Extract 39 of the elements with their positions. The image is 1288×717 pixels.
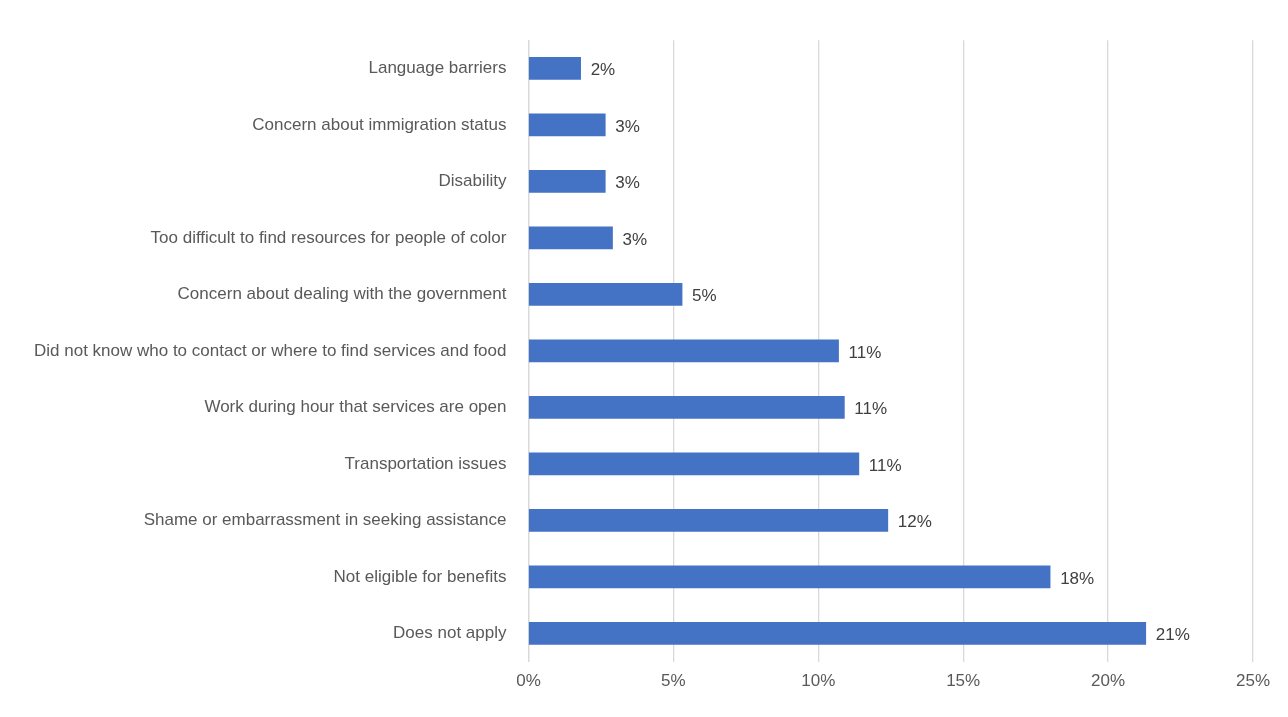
data-label: 3% <box>615 116 640 136</box>
data-label: 5% <box>692 286 717 306</box>
y-tick-label: Concern about dealing with the government <box>177 284 507 304</box>
x-tick-label: 25% <box>1235 671 1270 691</box>
x-tick-label: 15% <box>946 671 981 691</box>
y-tick-label: Shame or embarrassment in seeking assistance <box>143 510 507 530</box>
bar <box>528 396 845 419</box>
data-label: 3% <box>622 229 648 249</box>
data-label: 11% <box>848 342 882 362</box>
x-tick-label: 5% <box>661 671 686 691</box>
data-label: 2% <box>590 60 616 80</box>
x-tick-label: 0% <box>516 671 541 691</box>
bar <box>528 226 613 250</box>
y-tick-label: Too difficult to find resources for people of color <box>150 227 507 247</box>
bar <box>528 622 1147 645</box>
data-label: 12% <box>897 512 932 532</box>
data-label: 18% <box>1060 568 1095 588</box>
bar <box>528 565 1051 589</box>
y-tick-label: Did not know who to contact or where to find services and food <box>34 340 507 360</box>
data-label: 11% <box>868 455 902 475</box>
data-label: 3% <box>615 173 640 193</box>
y-tick-label: Work during hour that services are open <box>204 397 507 417</box>
bar <box>528 113 606 137</box>
x-tick-label: 20% <box>1091 671 1126 691</box>
bar <box>528 170 606 193</box>
bar <box>528 283 683 306</box>
y-tick-label: Does not apply <box>393 623 507 643</box>
bar <box>528 57 581 80</box>
bar <box>528 509 889 532</box>
bar <box>528 339 839 363</box>
y-tick-label: Not eligible for benefits <box>333 566 507 586</box>
bar <box>528 452 860 476</box>
y-tick-label: Transportation issues <box>344 453 507 473</box>
y-tick-label: Language barriers <box>368 58 507 78</box>
data-label: 11% <box>854 399 888 419</box>
x-tick-label: 10% <box>801 671 836 691</box>
y-tick-label: Disability <box>438 171 507 191</box>
data-label: 21% <box>1155 625 1190 645</box>
y-tick-label: Concern about immigration status <box>252 114 507 134</box>
